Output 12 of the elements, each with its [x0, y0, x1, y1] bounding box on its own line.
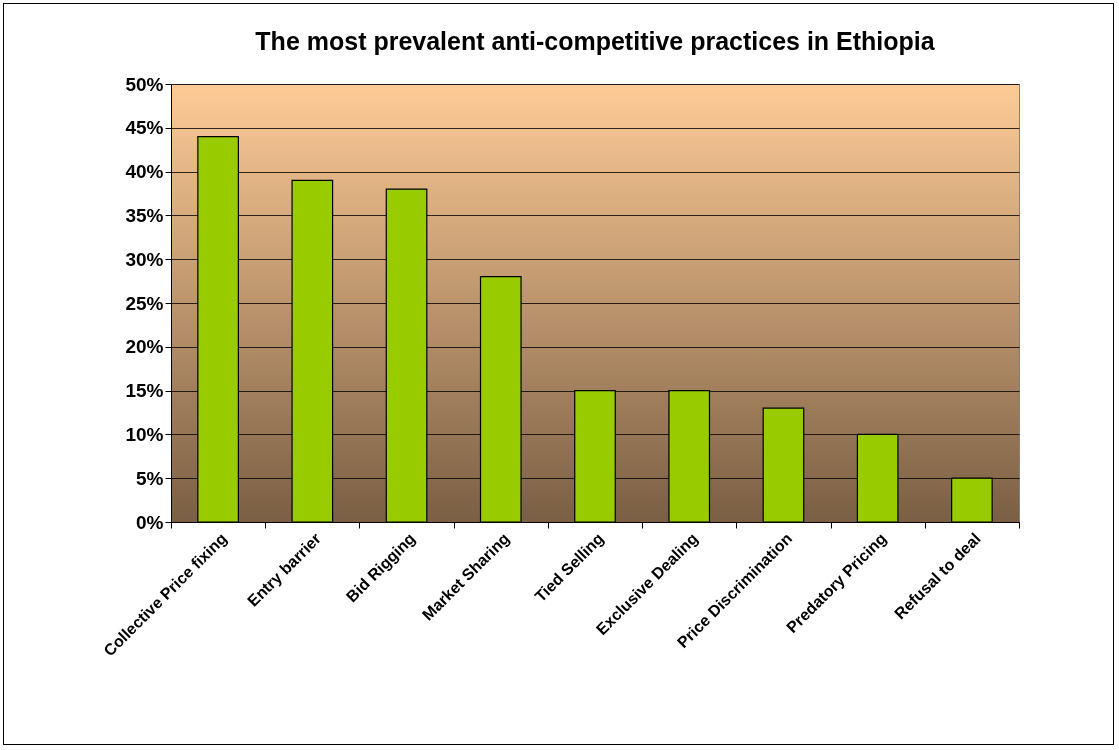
y-tick-label: 25%: [125, 292, 164, 314]
y-tick-label: 10%: [125, 423, 164, 445]
y-tick-label: 45%: [125, 117, 164, 139]
y-tick-label: 5%: [136, 467, 164, 489]
y-tick-label: 40%: [125, 161, 164, 183]
y-tick-label: 0%: [136, 511, 164, 533]
y-tick-label: 35%: [125, 204, 164, 226]
y-tick-label: 15%: [125, 380, 164, 402]
y-tick-label: 30%: [125, 248, 164, 270]
y-tick-label: 50%: [125, 73, 164, 95]
y-tick-label: 20%: [125, 336, 164, 358]
chart-title: The most prevalent anti-competitive practices in Ethiopia: [255, 27, 936, 55]
